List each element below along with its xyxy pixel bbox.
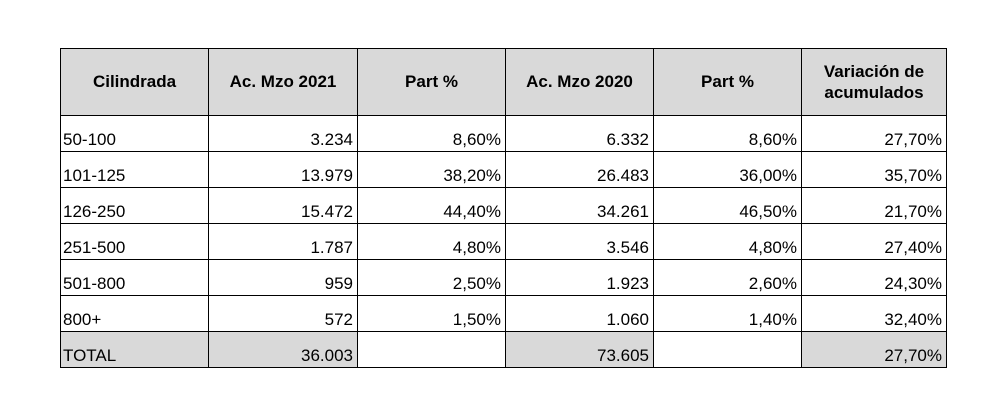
- cell-cilindrada: 101-125: [60, 151, 209, 188]
- cell-part-2020: 4,80%: [653, 223, 802, 260]
- cell-cilindrada: 50-100: [60, 115, 209, 152]
- cell-part-2021: 8,60%: [357, 115, 506, 152]
- cell-ac-mzo-2021: 959: [208, 259, 358, 296]
- cell-variacion: 21,70%: [801, 187, 947, 224]
- cell-ac-mzo-2020: 26.483: [505, 151, 654, 188]
- cell-part-2020: 2,60%: [653, 259, 802, 296]
- table-row: 101-125 13.979 38,20% 26.483 36,00% 35,7…: [60, 151, 947, 188]
- header-part-2020: Part %: [653, 48, 802, 116]
- total-variacion: 27,70%: [801, 331, 947, 368]
- cell-part-2021: 1,50%: [357, 295, 506, 332]
- cell-ac-mzo-2021: 15.472: [208, 187, 358, 224]
- cell-ac-mzo-2021: 1.787: [208, 223, 358, 260]
- cell-part-2020: 46,50%: [653, 187, 802, 224]
- cell-part-2021: 4,80%: [357, 223, 506, 260]
- cell-cilindrada: 126-250: [60, 187, 209, 224]
- cell-cilindrada: 251-500: [60, 223, 209, 260]
- cell-cilindrada: 800+: [60, 295, 209, 332]
- cell-variacion: 27,70%: [801, 115, 947, 152]
- header-ac-mzo-2021: Ac. Mzo 2021: [208, 48, 358, 116]
- cell-part-2021: 44,40%: [357, 187, 506, 224]
- cell-part-2021: 38,20%: [357, 151, 506, 188]
- cell-variacion: 27,40%: [801, 223, 947, 260]
- cell-ac-mzo-2020: 3.546: [505, 223, 654, 260]
- total-part-2020: [653, 331, 802, 368]
- cell-ac-mzo-2021: 13.979: [208, 151, 358, 188]
- cell-variacion: 32,40%: [801, 295, 947, 332]
- cell-ac-mzo-2020: 34.261: [505, 187, 654, 224]
- cell-part-2020: 8,60%: [653, 115, 802, 152]
- cilindrada-table: Cilindrada Ac. Mzo 2021 Part % Ac. Mzo 2…: [60, 48, 947, 368]
- cell-ac-mzo-2021: 572: [208, 295, 358, 332]
- header-cilindrada: Cilindrada: [60, 48, 209, 116]
- cell-ac-mzo-2020: 6.332: [505, 115, 654, 152]
- total-ac-mzo-2020: 73.605: [505, 331, 654, 368]
- cell-part-2021: 2,50%: [357, 259, 506, 296]
- table-row: 126-250 15.472 44,40% 34.261 46,50% 21,7…: [60, 187, 947, 224]
- cell-part-2020: 36,00%: [653, 151, 802, 188]
- cell-ac-mzo-2020: 1.923: [505, 259, 654, 296]
- total-label: TOTAL: [60, 331, 209, 368]
- total-part-2021: [357, 331, 506, 368]
- cell-part-2020: 1,40%: [653, 295, 802, 332]
- cell-variacion: 35,70%: [801, 151, 947, 188]
- table-row: 800+ 572 1,50% 1.060 1,40% 32,40%: [60, 295, 947, 332]
- cell-cilindrada: 501-800: [60, 259, 209, 296]
- table-row: 251-500 1.787 4,80% 3.546 4,80% 27,40%: [60, 223, 947, 260]
- cell-ac-mzo-2020: 1.060: [505, 295, 654, 332]
- header-ac-mzo-2020: Ac. Mzo 2020: [505, 48, 654, 116]
- total-ac-mzo-2021: 36.003: [208, 331, 358, 368]
- header-row: Cilindrada Ac. Mzo 2021 Part % Ac. Mzo 2…: [60, 48, 947, 116]
- cell-ac-mzo-2021: 3.234: [208, 115, 358, 152]
- cell-variacion: 24,30%: [801, 259, 947, 296]
- table-row: 501-800 959 2,50% 1.923 2,60% 24,30%: [60, 259, 947, 296]
- total-row: TOTAL 36.003 73.605 27,70%: [60, 331, 947, 368]
- header-part-2021: Part %: [357, 48, 506, 116]
- header-variacion: Variación de acumulados: [801, 48, 947, 116]
- table-row: 50-100 3.234 8,60% 6.332 8,60% 27,70%: [60, 115, 947, 152]
